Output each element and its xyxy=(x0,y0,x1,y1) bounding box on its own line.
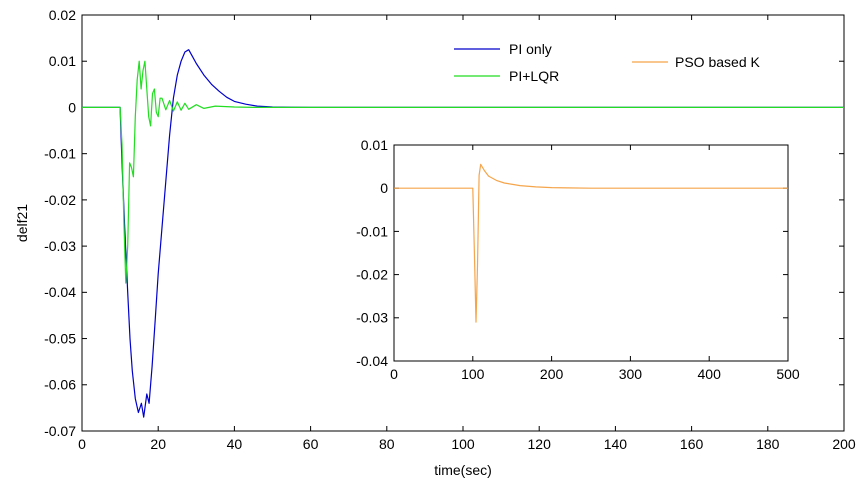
legend-label-pi-lqr: PI+LQR xyxy=(509,68,559,84)
inset-x-tick-label: 0 xyxy=(390,366,398,382)
main-x-ticks: 0 20 40 60 80 100 120 140 160 180 200 xyxy=(78,15,856,452)
main-x-tick-label: 120 xyxy=(528,436,552,452)
main-y-tick-label: -0.02 xyxy=(44,192,76,208)
main-y-tick-label: 0.02 xyxy=(49,7,76,23)
main-y-tick-label: -0.04 xyxy=(44,284,76,300)
main-x-tick-label: 200 xyxy=(832,436,856,452)
main-series-line-pi-only xyxy=(82,49,844,418)
main-y-tick-label: -0.07 xyxy=(44,423,76,439)
main-y-tick-label: -0.03 xyxy=(44,238,76,254)
main-x-tick-label: 40 xyxy=(227,436,243,452)
main-y-tick-label: -0.05 xyxy=(44,330,76,346)
main-y-axis-label: delf21 xyxy=(14,204,30,242)
main-x-tick-label: 180 xyxy=(756,436,780,452)
main-x-tick-label: 60 xyxy=(303,436,319,452)
inset-plot-frame xyxy=(393,144,789,362)
main-y-tick-label: -0.01 xyxy=(44,146,76,162)
main-x-tick-label: 0 xyxy=(78,436,86,452)
inset-x-tick-label: 200 xyxy=(540,366,564,382)
main-x-tick-label: 140 xyxy=(604,436,628,452)
inset-y-tick-label: -0.03 xyxy=(356,310,388,326)
legend-main: PI only PI+LQR xyxy=(454,41,559,84)
main-x-tick-label: 80 xyxy=(379,436,395,452)
inset-y-tick-label: -0.01 xyxy=(356,223,388,239)
legend-label-pi-only: PI only xyxy=(509,41,552,57)
inset-x-tick-label: 300 xyxy=(619,366,643,382)
inset-y-tick-label: 0.01 xyxy=(361,137,388,153)
inset-x-tick-label: 400 xyxy=(698,366,722,382)
main-x-tick-label: 160 xyxy=(680,436,704,452)
main-y-tick-label: 0.01 xyxy=(49,53,76,69)
main-y-ticks: -0.07 -0.06 -0.05 -0.04 -0.03 -0.02 -0.01 0 0.01… xyxy=(44,7,844,439)
inset-x-tick-label: 100 xyxy=(461,366,485,382)
legend-pso: PSO based K xyxy=(632,54,760,70)
main-y-tick-label: 0 xyxy=(68,99,76,115)
inset-y-tick-label: -0.02 xyxy=(356,267,388,283)
main-x-tick-label: 20 xyxy=(150,436,166,452)
inset-y-tick-label: -0.04 xyxy=(356,353,388,369)
main-series-layer xyxy=(82,49,844,418)
inset-plot: 0 100 200 300 400 500 -0.04 -0.03 -0.02 -0.01 0 0.… xyxy=(356,137,800,382)
main-series-line-pi-lqr xyxy=(82,60,844,284)
inset-y-tick-label: 0 xyxy=(380,180,388,196)
main-x-axis-label: time(sec) xyxy=(434,462,492,478)
inset-x-ticks: 0 100 200 300 400 500 xyxy=(390,145,800,382)
main-y-tick-label: -0.06 xyxy=(44,377,76,393)
legend-label-pso: PSO based K xyxy=(675,54,760,70)
inset-x-tick-label: 500 xyxy=(776,366,800,382)
inset-series-line-pso-based-k xyxy=(394,163,788,323)
inset-series-layer xyxy=(394,163,788,323)
main-x-tick-label: 100 xyxy=(451,436,475,452)
